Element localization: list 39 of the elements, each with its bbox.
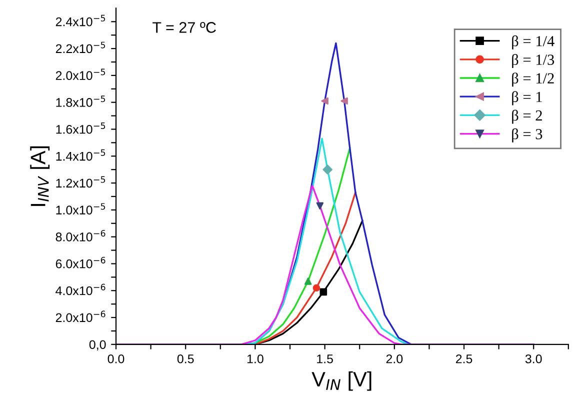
y-tick-label: 1.8x10$^{−5}$ [56, 96, 106, 107]
point [316, 202, 324, 210]
x-tick-label: 0.5 [177, 354, 194, 364]
line-series [116, 184, 534, 344]
y-tick-label: 2.0x10$^{−5}$ [56, 68, 106, 80]
x-tick-label: 0.0 [108, 354, 124, 364]
y-tick-label: 1.2x10$^{−5}$ [56, 176, 106, 188]
y-tick-label: 0,0 [89, 340, 106, 351]
legend-label: β = 1/3 [512, 54, 554, 68]
line-series [254, 192, 356, 344]
y-tick-label: 1.6x10$^{−5}$ [56, 122, 106, 134]
point [340, 97, 348, 105]
x-tick-label: 2.5 [456, 354, 472, 364]
annotation: T = 27 ºC [152, 22, 216, 33]
point [321, 97, 328, 105]
y-tick-label: 2.2x10$^{−5}$ [56, 42, 106, 54]
legend-label: β = 1 [512, 91, 542, 106]
line-series [254, 147, 351, 344]
x-tick-label: 3.0 [525, 354, 542, 364]
x-axis-title: V$_{IN}$ [V] [312, 371, 372, 391]
legend-label: β = 2 [512, 110, 542, 124]
y-tick-label: 4.0x10$^{−6}$ [56, 284, 106, 296]
legend-label: β = 3 [512, 128, 542, 142]
legend-label: β = 1/2 [512, 72, 554, 87]
point [304, 278, 312, 285]
point [320, 288, 328, 296]
point [322, 164, 332, 174]
y-tick-label: 6.0x10$^{−6}$ [56, 256, 106, 268]
y-tick-label: 2.0x10$^{−6}$ [56, 310, 106, 322]
y-tick-label: 8.0x10$^{−6}$ [56, 230, 106, 242]
legend-label: β = 1/4 [512, 35, 554, 50]
point [312, 284, 320, 292]
y-axis-title: I$_{INV}$ [A] [30, 146, 50, 206]
x-tick-label: 1.5 [317, 354, 333, 364]
x-tick-label: 1.0 [247, 354, 264, 364]
y-tick-label: 2.4x10$^{−5}$ [56, 14, 106, 26]
y-tick-label: 1.0x10$^{−5}$ [56, 203, 106, 214]
x-tick-label: 2.0 [386, 354, 403, 364]
y-tick-label: 1.4x10$^{−5}$ [56, 149, 106, 161]
